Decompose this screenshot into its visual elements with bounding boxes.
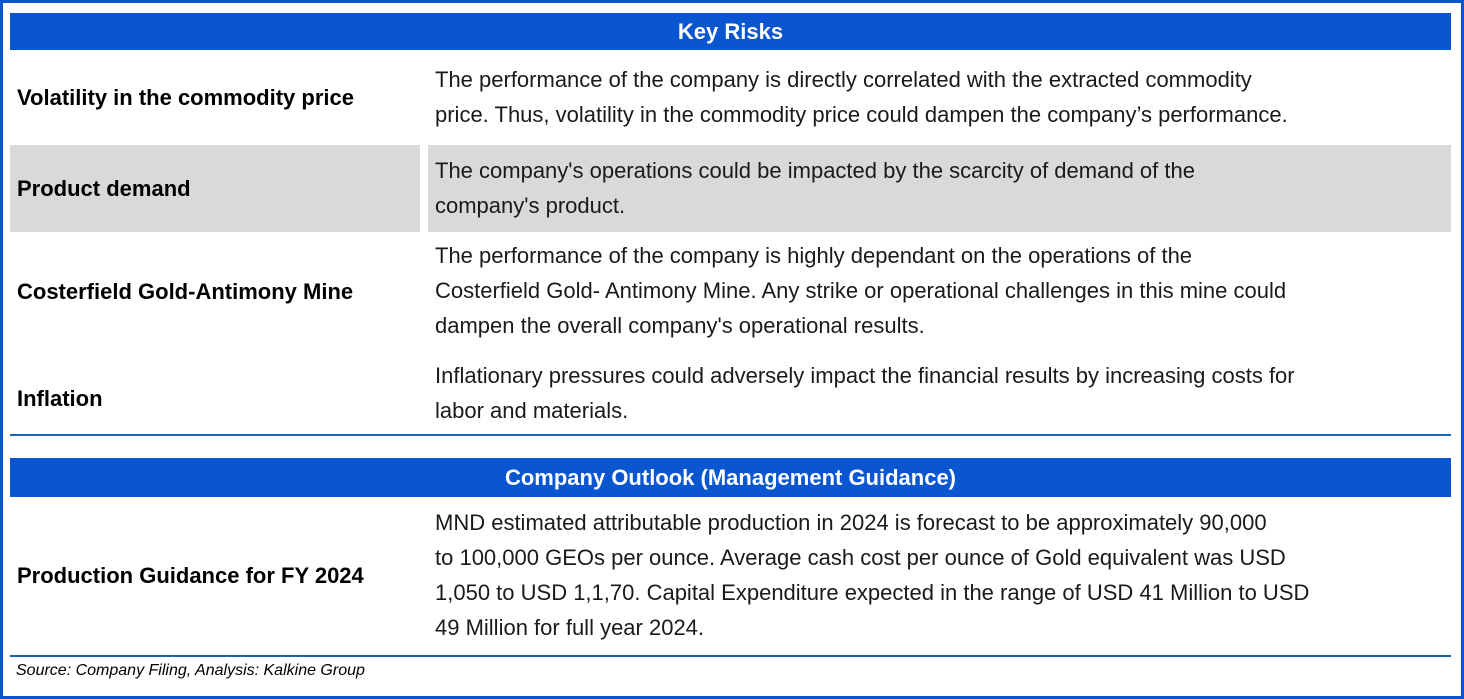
desc-line: MND estimated attributable production in… [435, 510, 1267, 535]
risk-description: Inflationary pressures could adversely i… [428, 358, 1451, 430]
desc-line: company's product. [435, 193, 626, 218]
key-risks-header: Key Risks [10, 13, 1451, 50]
risk-description: The company's operations could be impact… [428, 145, 1451, 232]
desc-line: The performance of the company is direct… [435, 67, 1252, 92]
table-row: Costerfield Gold-Antimony Mine The perfo… [10, 238, 1451, 345]
desc-line: The company's operations could be impact… [435, 158, 1195, 183]
desc-line: labor and materials. [435, 398, 629, 423]
table-row: Volatility in the commodity price The pe… [10, 62, 1451, 134]
desc-line: Costerfield Gold- Antimony Mine. Any str… [435, 278, 1287, 303]
risk-label: Product demand [10, 145, 420, 232]
risk-description: The performance of the company is highly… [428, 238, 1451, 345]
desc-line: The performance of the company is highly… [435, 243, 1193, 268]
table-row: Production Guidance for FY 2024 MND esti… [10, 505, 1451, 647]
desc-line: to 100,000 GEOs per ounce. Average cash … [435, 545, 1286, 570]
desc-line: dampen the overall company's operational… [435, 313, 925, 338]
desc-line: price. Thus, volatility in the commodity… [435, 102, 1288, 127]
table-row: Inflation Inflationary pressures could a… [10, 358, 1451, 430]
outlook-description: MND estimated attributable production in… [428, 505, 1451, 647]
risk-label: Inflation [17, 386, 103, 411]
risk-description: The performance of the company is direct… [428, 62, 1451, 134]
desc-line: 49 Million for full year 2024. [435, 615, 705, 640]
table-row: Product demand The company's operations … [10, 145, 1451, 232]
desc-line: Inflationary pressures could adversely i… [435, 363, 1295, 388]
section-divider [10, 434, 1451, 436]
outlook-header: Company Outlook (Management Guidance) [10, 458, 1451, 497]
source-divider [10, 655, 1451, 657]
risk-label: Costerfield Gold-Antimony Mine [17, 278, 354, 304]
risk-label: Volatility in the commodity price [17, 85, 354, 110]
desc-line: 1,050 to USD 1,1,70. Capital Expenditure… [435, 580, 1310, 605]
outlook-label: Production Guidance for FY 2024 [17, 563, 364, 588]
source-note: Source: Company Filing, Analysis: Kalkin… [16, 662, 365, 679]
